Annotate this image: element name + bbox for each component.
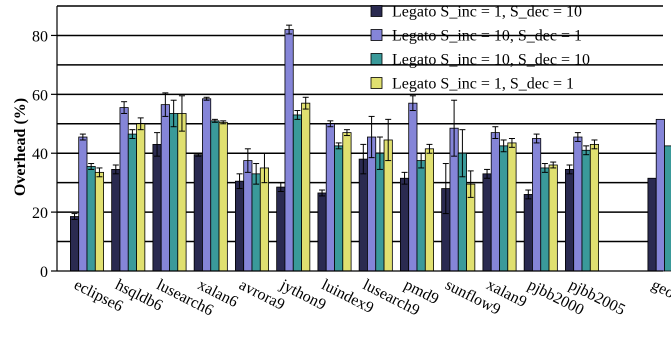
legend-label-2: Legato S_inc = 10, S_dec = 1 (392, 28, 582, 45)
bar-s1-jython9 (276, 186, 286, 272)
bar-s3-xalan9 (499, 145, 509, 272)
legend-label-1: Legato S_inc = 1, S_dec = 10 (392, 4, 582, 21)
bar-s2-pjbb2000 (532, 138, 542, 272)
bar-s4-eclipse6 (94, 171, 105, 272)
bar-s4-xalan9 (507, 142, 517, 272)
x-tick-label-avrora9: avrora9 (236, 276, 287, 313)
bar-s1-hsqldb6 (111, 169, 121, 272)
bar-s3-geomean (664, 145, 671, 272)
y-tick-label-60: 60 (32, 87, 48, 104)
bar-s3-lusearch9 (375, 152, 385, 272)
bar-s2-xalan9 (490, 132, 500, 272)
bar-s2-pmd9 (408, 102, 418, 272)
x-tick-label-geomean: geomean (649, 276, 671, 317)
bar-s3-xalan6 (210, 120, 220, 272)
bar-s3-lusearch6 (169, 113, 179, 272)
bar-s3-hsqldb6 (127, 133, 137, 272)
legend-label-4: Legato S_inc = 1, S_dec = 1 (392, 76, 574, 93)
bar-s2-luindex9 (325, 123, 335, 272)
y-tick-label-0: 0 (40, 264, 48, 281)
bar-s2-lusearch6 (160, 104, 170, 272)
bar-s4-pjbb2000 (548, 164, 558, 272)
bar-s1-luindex9 (317, 192, 327, 272)
x-axis: eclipse6hsqldb6lusearch6xalan6avrora9jyt… (57, 270, 671, 319)
bar-s4-luindex9 (342, 132, 352, 272)
x-tick-label-jython9: jython9 (277, 276, 329, 314)
y-tick-label-80: 80 (32, 28, 48, 45)
bar-s4-xalan6 (218, 121, 228, 272)
legend-swatch-3 (370, 53, 383, 65)
bar-s4-avrora9 (259, 167, 269, 272)
y-axis: 0 20 40 60 80 (32, 6, 58, 281)
bar-s2-xalan6 (202, 98, 212, 272)
bar-s1-eclipse6 (70, 216, 80, 272)
bar-s3-pjbb2000 (540, 167, 550, 272)
bar-s1-xalan9 (482, 173, 492, 272)
legend-swatch-2 (370, 29, 383, 41)
legend-swatch-4 (370, 77, 383, 89)
y-tick-label-40: 40 (32, 146, 48, 163)
bar-s2-avrora9 (243, 160, 253, 272)
bar-s1-avrora9 (234, 180, 245, 272)
y-tick-label-20: 20 (32, 205, 48, 222)
bar-s2-jython9 (284, 29, 294, 272)
bar-s1-lusearch9 (358, 158, 368, 272)
legend-swatch-1 (370, 5, 383, 17)
bar-s3-luindex9 (334, 145, 344, 272)
bar-s4-lusearch6 (177, 113, 187, 272)
bar-s4-pjbb2005 (589, 143, 599, 272)
bar-s1-geomean (647, 177, 657, 272)
bar-s3-jython9 (292, 114, 302, 272)
bar-s1-lusearch6 (152, 143, 162, 272)
bar-s4-hsqldb6 (136, 123, 146, 272)
bar-s3-pmd9 (416, 160, 426, 272)
legend: Legato S_inc = 1, S_dec = 10 Legato S_inc… (370, 4, 590, 93)
bar-s1-pjbb2000 (523, 194, 533, 272)
bar-s3-avrora9 (251, 173, 261, 272)
bar-s1-pmd9 (399, 177, 410, 272)
bar-s3-pjbb2005 (581, 149, 591, 272)
bar-s2-hsqldb6 (119, 107, 129, 272)
y-axis-title: Overhead (%) (12, 98, 29, 196)
legend-label-3: Legato S_inc = 10, S_dec = 10 (392, 52, 590, 69)
bar-s2-pjbb2005 (573, 136, 583, 272)
bar-s2-eclipse6 (78, 136, 88, 272)
bar-s1-pjbb2005 (565, 169, 575, 272)
bar-s4-pmd9 (424, 148, 434, 272)
bar-s4-jython9 (301, 102, 311, 272)
bar-s1-xalan6 (193, 154, 203, 272)
bar-s2-geomean (655, 118, 665, 272)
bar-s3-eclipse6 (86, 166, 96, 272)
